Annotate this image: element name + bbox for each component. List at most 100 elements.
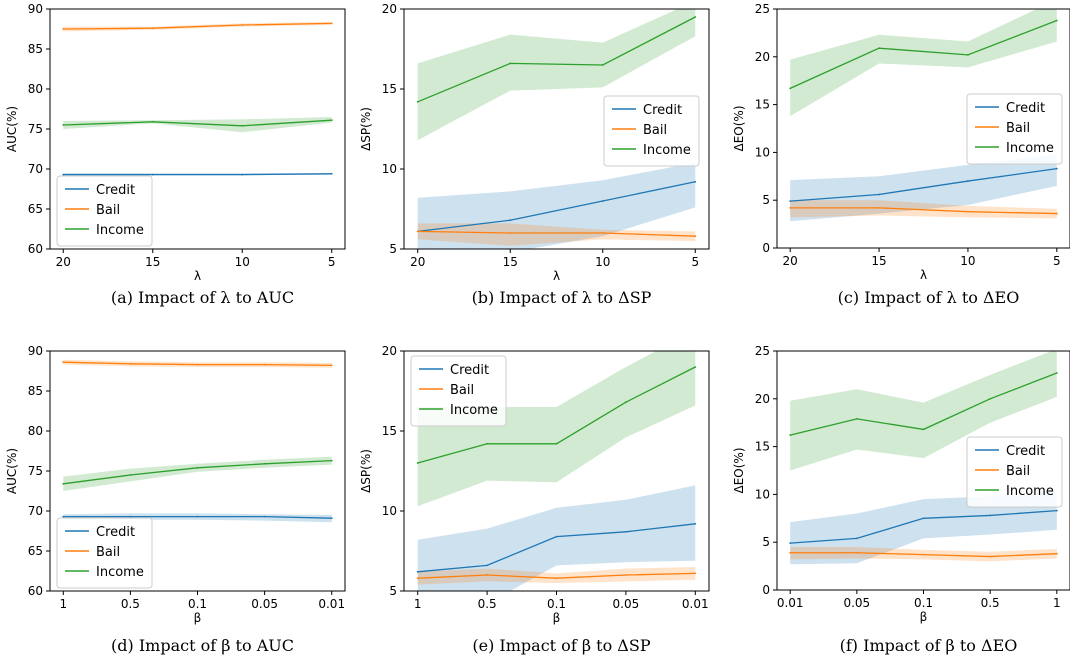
x-tick-label: 15	[145, 255, 160, 269]
x-tick-label: 0.05	[251, 597, 278, 611]
data-point-income-3	[922, 428, 925, 431]
data-point-credit-1	[416, 570, 419, 573]
y-tick-label: 20	[755, 50, 770, 64]
series-line-income	[417, 16, 696, 103]
x-tick-label: 20	[783, 254, 798, 268]
data-point-bail-1	[416, 230, 419, 233]
x-tick-label: 5	[691, 255, 699, 269]
data-point-income-2	[129, 474, 132, 476]
data-point-income-1	[789, 434, 792, 437]
y-tick-label: 70	[28, 162, 43, 176]
x-tick-label: 0.5	[121, 597, 140, 611]
x-tick-label: 10	[960, 254, 975, 268]
subfigure-caption: (a) Impact of λ to AUC	[111, 288, 294, 307]
data-point-bail-3	[967, 210, 969, 213]
y-axis-label: AUC(%)	[5, 106, 19, 152]
series-line-credit	[790, 168, 1057, 202]
legend: Credit Bail Income	[56, 517, 153, 589]
data-point-bail-4	[989, 555, 992, 558]
band-credit	[417, 485, 696, 591]
legend-label-income: Income	[96, 565, 144, 580]
data-point-credit-4	[1055, 167, 1058, 170]
data-point-income-1	[62, 482, 65, 485]
data-point-credit-2	[878, 193, 880, 196]
series-line-bail	[63, 22, 332, 30]
legend: Credit Bail Income	[603, 95, 700, 167]
y-tick-label: 0	[762, 241, 770, 255]
y-tick-label: 20	[382, 2, 397, 16]
legend-label-credit: Credit	[96, 183, 135, 198]
x-axis-label: β	[920, 610, 928, 624]
chart-panel-3: 0 5 10 15 20 25 20 15 10 5 λ ΔEO(%) Credit Bail Income…	[732, 2, 1070, 307]
data-point-income-2	[509, 62, 512, 65]
data-point-bail-5	[694, 572, 697, 575]
data-point-income-1	[789, 87, 792, 90]
x-tick-label: 10	[235, 255, 250, 269]
subfigure-caption: (b) Impact of λ to ΔSP	[472, 288, 652, 307]
chart-panel-6: 0 5 10 15 20 25 0.01 0.05 0.1 0.5 1 β ΔEO(%) Credit Ba…	[732, 344, 1070, 655]
band-income	[417, 351, 696, 507]
data-point-bail-2	[151, 27, 154, 30]
x-tick-label: 5	[1053, 254, 1061, 268]
subfigure-caption: (e) Impact of β to ΔSP	[472, 636, 650, 655]
y-tick-label: 85	[28, 384, 43, 398]
x-tick-label: 0.01	[318, 597, 345, 611]
band-income	[790, 9, 1057, 117]
data-point-income-5	[330, 459, 333, 462]
y-tick-label: 15	[755, 440, 770, 454]
data-point-bail-3	[241, 24, 244, 26]
y-axis-label: ΔSP(%)	[359, 449, 373, 493]
data-point-bail-5	[1055, 552, 1058, 555]
data-point-bail-2	[509, 232, 512, 234]
x-tick-label: 0.01	[682, 597, 709, 611]
plot-area	[789, 9, 1058, 222]
data-point-bail-1	[789, 551, 792, 554]
plot-area	[62, 359, 333, 523]
x-tick-label: 5	[328, 255, 336, 269]
subfigure-caption: (f) Impact of β to ΔEO	[840, 636, 1018, 655]
legend-label-bail: Bail	[1006, 464, 1030, 479]
band-income	[417, 9, 696, 141]
x-tick-label: 1	[414, 597, 422, 611]
y-tick-label: 20	[755, 392, 770, 406]
legend: Credit Bail Income	[966, 93, 1063, 165]
y-tick-label: 60	[28, 584, 43, 598]
legend-label-bail: Bail	[450, 383, 474, 398]
data-point-credit-5	[1055, 509, 1058, 512]
x-axis-label: λ	[920, 268, 927, 282]
series-line-bail	[417, 230, 696, 237]
data-point-income-4	[263, 462, 266, 465]
x-tick-label: 1	[1053, 596, 1061, 610]
data-point-income-5	[694, 366, 697, 368]
data-point-income-3	[555, 442, 558, 445]
x-tick-label: 0.05	[843, 596, 870, 610]
x-tick-label: 20	[56, 255, 71, 269]
x-tick-label: 0.1	[914, 596, 933, 610]
data-point-bail-4	[330, 22, 333, 25]
x-tick-label: 0.5	[981, 596, 1000, 610]
data-point-income-4	[989, 397, 992, 400]
x-axis-label: λ	[553, 269, 560, 283]
legend: Credit Bail Income	[410, 355, 507, 427]
data-point-credit-5	[330, 517, 333, 520]
x-tick-label: 0.1	[188, 597, 207, 611]
data-point-credit-3	[922, 517, 925, 520]
y-tick-label: 5	[762, 193, 770, 207]
y-tick-label: 15	[755, 98, 770, 112]
band-income	[63, 117, 332, 133]
y-tick-label: 75	[28, 464, 43, 478]
data-point-credit-3	[601, 200, 604, 202]
y-tick-label: 10	[382, 504, 397, 518]
x-axis-label: λ	[194, 269, 201, 283]
plot-area	[789, 351, 1058, 565]
x-axis-label: β	[553, 611, 561, 625]
series-line-income	[63, 119, 332, 127]
y-axis-label: ΔSP(%)	[359, 107, 373, 151]
data-point-income-4	[1055, 19, 1058, 22]
data-point-credit-1	[789, 200, 792, 203]
series-line-income	[789, 19, 1058, 89]
x-tick-label: 0.01	[777, 596, 804, 610]
y-tick-label: 25	[755, 344, 770, 358]
data-point-bail-2	[129, 362, 132, 365]
